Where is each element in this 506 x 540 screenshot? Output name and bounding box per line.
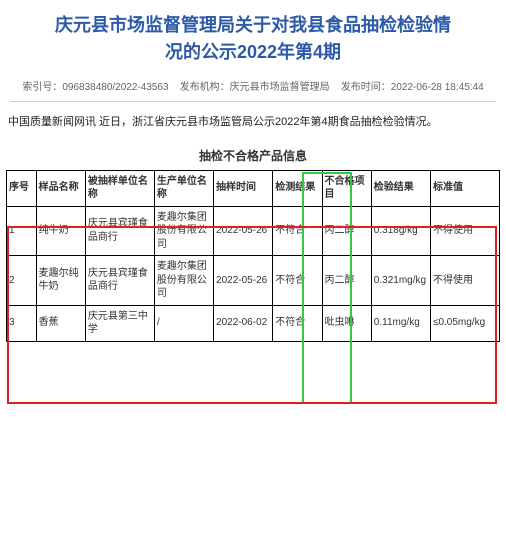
- table-header-cell: 检验结果: [371, 170, 430, 206]
- page-title: 庆元县市场监督管理局关于对我县食品抽检检验情 况的公示2022年第4期: [30, 12, 476, 66]
- table-cell: 不得使用: [430, 256, 499, 306]
- table-header-row: 序号样品名称被抽样单位名称生产单位名称抽样时间检测结果不合格项目检验结果标准值: [7, 170, 500, 206]
- time-value: 2022-06-28 18:45:44: [391, 82, 484, 93]
- table-header-cell: 序号: [7, 170, 37, 206]
- table-wrap: 序号样品名称被抽样单位名称生产单位名称抽样时间检测结果不合格项目检验结果标准值 …: [6, 170, 500, 342]
- table-cell: 不符合: [273, 206, 322, 256]
- table-cell: 0.318g/kg: [371, 206, 430, 256]
- title-line-1: 庆元县市场监督管理局关于对我县食品抽检检验情: [55, 15, 451, 35]
- table-cell: 2022-06-02: [214, 305, 273, 341]
- meta-line: 索引号：096838480/2022-43563 发布机构：庆元县市场监督管理局…: [0, 74, 506, 101]
- table-header-cell: 被抽样单位名称: [85, 170, 154, 206]
- table-cell: 庆元县第三中学: [85, 305, 154, 341]
- table-header-cell: 检测结果: [273, 170, 322, 206]
- table-cell: 3: [7, 305, 37, 341]
- table-cell: 丙二醇: [322, 206, 371, 256]
- time-label: 发布时间：: [341, 82, 391, 93]
- results-table: 序号样品名称被抽样单位名称生产单位名称抽样时间检测结果不合格项目检验结果标准值 …: [6, 170, 500, 342]
- table-row: 2麦趣尔纯牛奶庆元县宾瑾食品商行麦趣尔集团股份有限公司2022-05-26不符合…: [7, 256, 500, 306]
- table-cell: 纯牛奶: [36, 206, 85, 256]
- table-cell: 麦趣尔纯牛奶: [36, 256, 85, 306]
- divider: [10, 101, 496, 102]
- title-line-2: 况的公示2022年第4期: [165, 42, 341, 62]
- body-text: 中国质量新闻网讯 近日，浙江省庆元县市场监管局公示2022年第4期食品抽检检验情…: [0, 114, 506, 141]
- table-cell: ≤0.05mg/kg: [430, 305, 499, 341]
- org-value: 庆元县市场监督管理局: [230, 82, 330, 93]
- table-row: 3香蕉庆元县第三中学/2022-06-02不符合吡虫啉0.11mg/kg≤0.0…: [7, 305, 500, 341]
- table-cell: 不符合: [273, 256, 322, 306]
- table-cell: 庆元县宾瑾食品商行: [85, 256, 154, 306]
- table-header-cell: 标准值: [430, 170, 499, 206]
- table-header-cell: 样品名称: [36, 170, 85, 206]
- table-cell: 不符合: [273, 305, 322, 341]
- table-cell: 麦趣尔集团股份有限公司: [154, 256, 213, 306]
- table-cell: 2022-05-26: [214, 206, 273, 256]
- table-header-cell: 生产单位名称: [154, 170, 213, 206]
- table-cell: 吡虫啉: [322, 305, 371, 341]
- index-value: 096838480/2022-43563: [62, 82, 168, 93]
- table-cell: 2022-05-26: [214, 256, 273, 306]
- table-cell: 0.321mg/kg: [371, 256, 430, 306]
- table-cell: /: [154, 305, 213, 341]
- table-cell: 2: [7, 256, 37, 306]
- table-cell: 庆元县宾瑾食品商行: [85, 206, 154, 256]
- table-cell: 麦趣尔集团股份有限公司: [154, 206, 213, 256]
- table-cell: 1: [7, 206, 37, 256]
- table-cell: 不得使用: [430, 206, 499, 256]
- table-cell: 0.11mg/kg: [371, 305, 430, 341]
- index-label: 索引号：: [22, 82, 62, 93]
- table-header-cell: 抽样时间: [214, 170, 273, 206]
- table-row: 1纯牛奶庆元县宾瑾食品商行麦趣尔集团股份有限公司2022-05-26不符合丙二醇…: [7, 206, 500, 256]
- table-header-cell: 不合格项目: [322, 170, 371, 206]
- page-title-region: 庆元县市场监督管理局关于对我县食品抽检检验情 况的公示2022年第4期: [0, 0, 506, 74]
- table-cell: 香蕉: [36, 305, 85, 341]
- org-label: 发布机构：: [180, 82, 230, 93]
- table-caption: 抽检不合格产品信息: [0, 141, 506, 170]
- table-cell: 丙二醇: [322, 256, 371, 306]
